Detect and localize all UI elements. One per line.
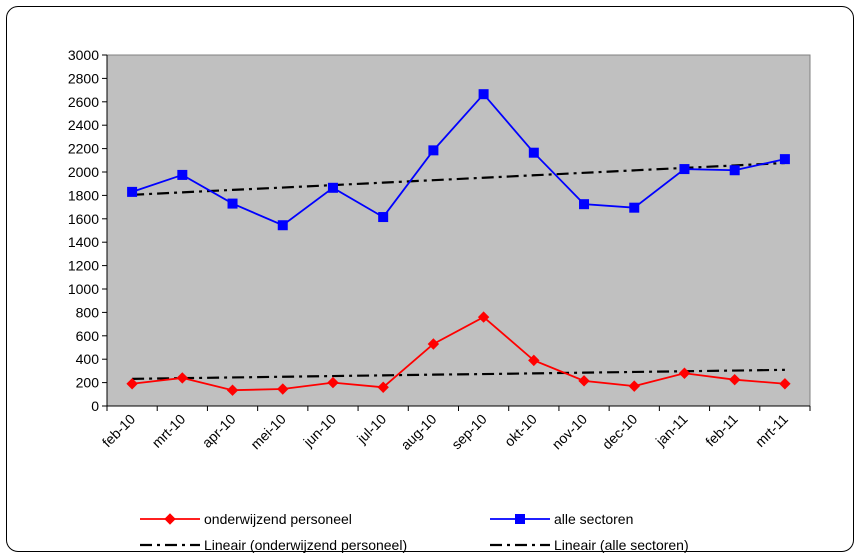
legend-item: onderwijzend personeel bbox=[140, 511, 352, 527]
x-tick-label: feb-11 bbox=[702, 411, 741, 450]
legend-label: alle sectoren bbox=[554, 511, 633, 527]
plot-area bbox=[106, 54, 811, 407]
data-point bbox=[779, 154, 790, 165]
data-point bbox=[277, 220, 288, 231]
legend-label: onderwijzend personeel bbox=[204, 511, 352, 527]
data-point bbox=[679, 164, 690, 175]
y-tick-labels: 0 200 400 600 800 1000 1200 1400 1600 1800 2000 220… bbox=[68, 47, 99, 414]
data-point bbox=[477, 311, 490, 323]
y-tick-label: 200 bbox=[76, 375, 100, 391]
data-point bbox=[728, 373, 741, 386]
y-tick-label: 1200 bbox=[68, 258, 99, 274]
data-point bbox=[227, 198, 238, 209]
x-tick-label: jun-10 bbox=[300, 411, 340, 451]
data-point bbox=[478, 89, 489, 100]
x-tick-label: dec-10 bbox=[599, 411, 641, 453]
data-point bbox=[528, 147, 539, 158]
legend: onderwijzend personeel alle sectoren Linea… bbox=[140, 511, 689, 553]
data-point bbox=[579, 199, 590, 210]
series-1 bbox=[127, 89, 790, 231]
series-line bbox=[132, 315, 785, 392]
y-tick-label: 1400 bbox=[68, 234, 99, 250]
data-point bbox=[578, 375, 590, 387]
legend-marker bbox=[515, 514, 525, 524]
series-2 bbox=[132, 368, 785, 380]
data-point bbox=[176, 372, 189, 384]
x-tick-label: sep-10 bbox=[448, 411, 490, 453]
legend-label: Lineair (alle sectoren) bbox=[554, 537, 689, 553]
legend-item: Lineair (onderwijzend personeel) bbox=[140, 537, 407, 553]
y-tick-label: 3000 bbox=[68, 47, 99, 63]
data-point bbox=[126, 378, 138, 390]
x-tick-label: mrt-10 bbox=[149, 411, 189, 451]
legend-item: Lineair (alle sectoren) bbox=[490, 537, 689, 553]
y-tick-label: 1600 bbox=[68, 211, 99, 227]
data-point bbox=[378, 212, 389, 223]
data-point bbox=[177, 169, 188, 180]
x-tick-label: apr-10 bbox=[199, 411, 239, 451]
data-point bbox=[327, 182, 338, 193]
data-point bbox=[428, 145, 439, 156]
series-line bbox=[131, 92, 786, 227]
data-point bbox=[628, 380, 640, 392]
y-tick-label: 2000 bbox=[68, 164, 99, 180]
data-point bbox=[629, 202, 640, 213]
y-tick-label: 600 bbox=[76, 328, 100, 344]
y-tick-label: 400 bbox=[76, 351, 100, 367]
data-point bbox=[277, 383, 289, 395]
legend-marker bbox=[164, 513, 176, 525]
data-point bbox=[327, 376, 339, 389]
data-point bbox=[779, 378, 791, 390]
y-tick-label: 2400 bbox=[68, 117, 99, 133]
x-tick-labels: feb-10 mrt-10 apr-10 mei-10 jun-10 jul-10 aug-… bbox=[99, 411, 791, 453]
y-tick-label: 1000 bbox=[68, 281, 99, 297]
data-point bbox=[226, 384, 239, 396]
axes bbox=[102, 54, 811, 411]
y-tick-label: 2200 bbox=[68, 141, 99, 157]
y-tick-label: 1800 bbox=[68, 187, 99, 203]
legend-item: alle sectoren bbox=[490, 511, 633, 527]
series-0 bbox=[126, 311, 791, 396]
x-tick-label: mrt-11 bbox=[752, 411, 791, 450]
x-tick-label: feb-10 bbox=[99, 411, 139, 451]
series-line bbox=[132, 161, 785, 196]
data-point bbox=[377, 381, 389, 393]
data-point bbox=[427, 338, 440, 350]
data-point bbox=[729, 165, 740, 176]
y-tick-label: 2600 bbox=[68, 94, 99, 110]
series-3 bbox=[132, 161, 785, 196]
series-line bbox=[132, 368, 785, 380]
data-point bbox=[678, 367, 691, 379]
x-tick-label: okt-10 bbox=[501, 411, 540, 450]
x-tick-label: aug-10 bbox=[397, 411, 439, 453]
data-point bbox=[528, 354, 540, 367]
x-tick-label: jan-11 bbox=[652, 411, 691, 450]
x-tick-label: jul-10 bbox=[353, 411, 389, 447]
data-point bbox=[127, 186, 138, 197]
y-tick-label: 2800 bbox=[68, 70, 99, 86]
y-tick-label: 0 bbox=[91, 398, 99, 414]
x-tick-label: mei-10 bbox=[247, 411, 289, 453]
x-tick-label: nov-10 bbox=[549, 411, 591, 453]
legend-label: Lineair (onderwijzend personeel) bbox=[204, 537, 407, 553]
y-tick-label: 800 bbox=[76, 304, 100, 320]
series-layer bbox=[126, 89, 791, 396]
